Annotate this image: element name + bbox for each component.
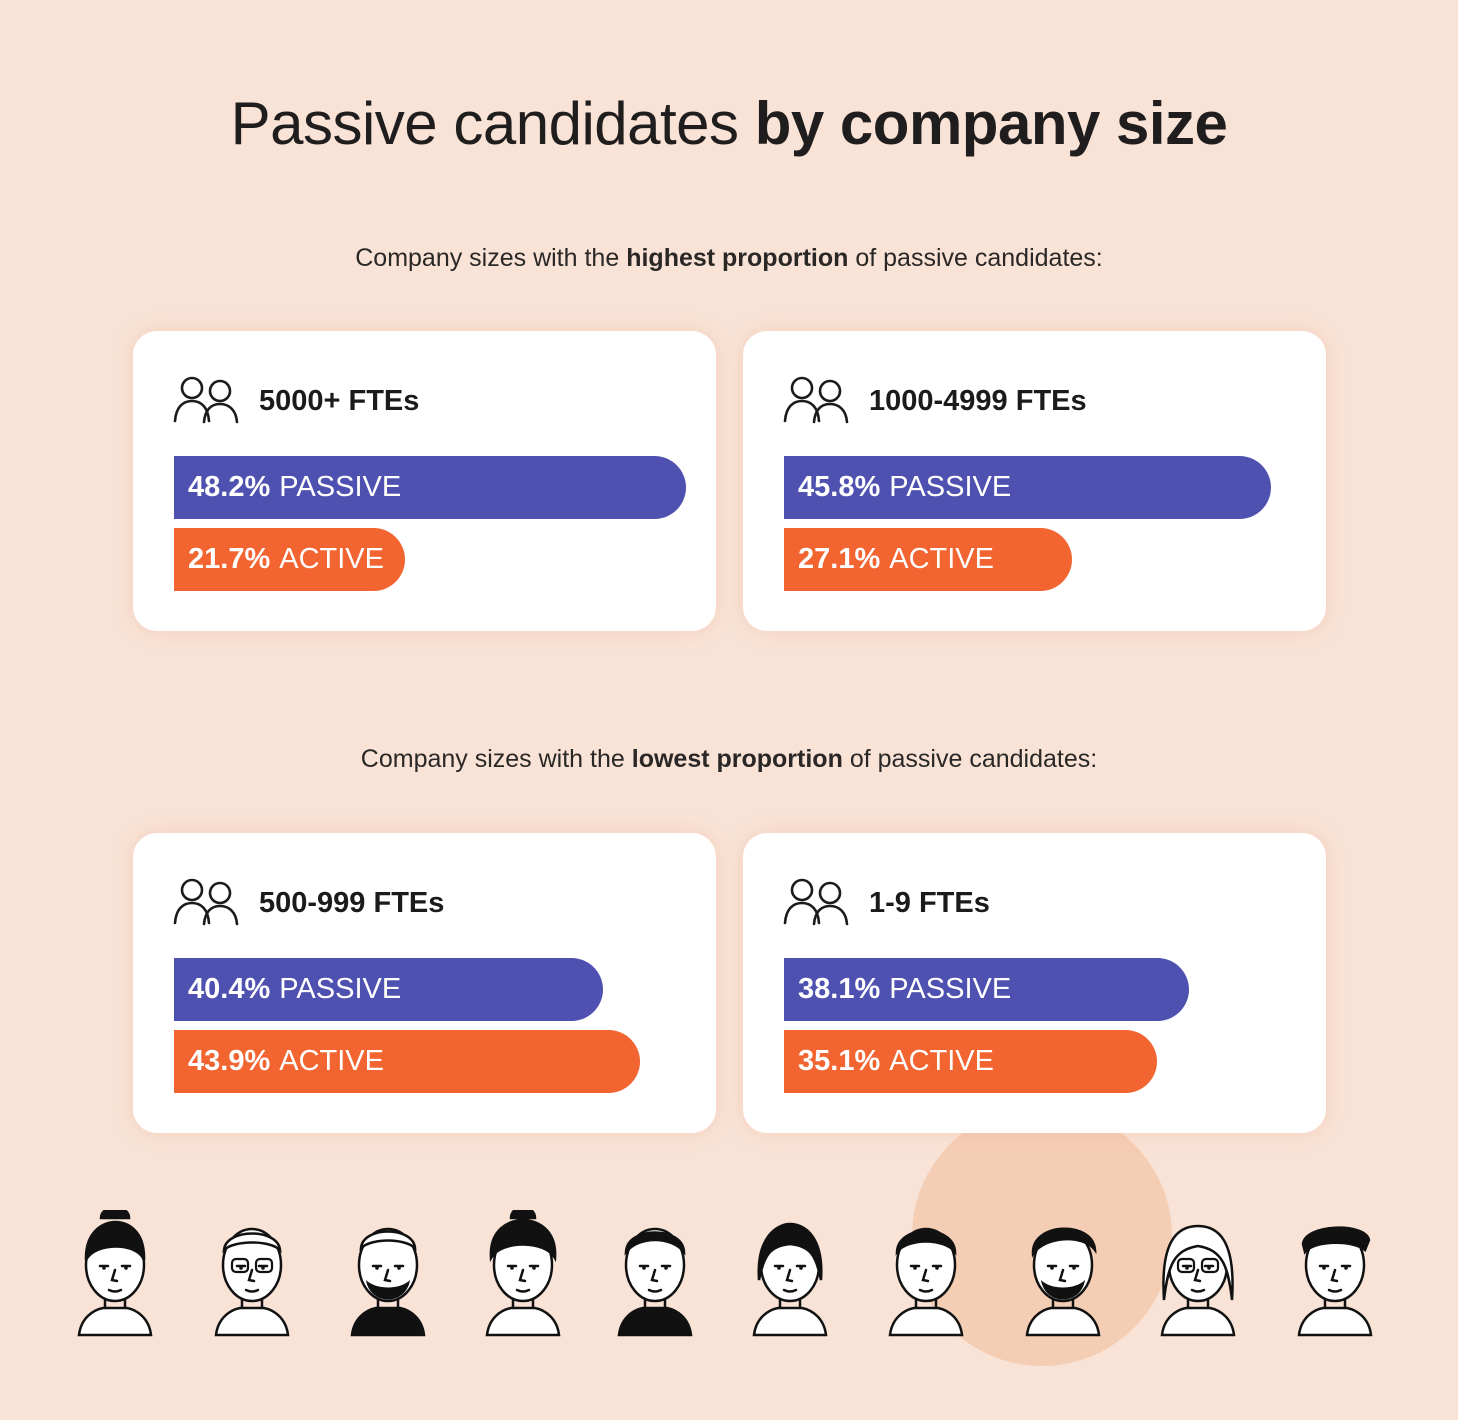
bar-category-label: ACTIVE [889, 543, 994, 575]
title-regular: Passive candidates [230, 90, 739, 157]
bar-passive: 48.2% PASSIVE [174, 456, 686, 519]
section-bold: highest proportion [626, 244, 849, 272]
page-title: Passive candidates by company size [0, 88, 1458, 160]
woman-bun-face [77, 1210, 153, 1337]
bar-category-label: ACTIVE [279, 1045, 384, 1077]
section-heading-highest: Company sizes with the highest proportio… [0, 242, 1458, 274]
card-title: 5000+ FTEs [259, 384, 420, 417]
card-title: 1000-4999 FTEs [869, 384, 1087, 417]
bar-category-label: PASSIVE [279, 973, 402, 1005]
bar-active: 21.7% ACTIVE [174, 528, 405, 591]
company-size-card: 5000+ FTEs 48.2% PASSIVE 21.7% ACTIVE [133, 331, 716, 631]
section-suffix: of passive candidates: [849, 745, 1098, 773]
bar-passive: 45.8% PASSIVE [784, 456, 1271, 519]
bar-value-label: 21.7% [188, 543, 271, 575]
people-icon [783, 374, 851, 429]
card-title: 1-9 FTEs [869, 886, 990, 919]
bar-value-label: 45.8% [798, 471, 881, 503]
bar-passive: 38.1% PASSIVE [784, 958, 1189, 1021]
card-header: 1000-4999 FTEs [783, 371, 1087, 431]
people-icon [173, 876, 241, 931]
bar-passive: 40.4% PASSIVE [174, 958, 603, 1021]
man-glasses-face [214, 1227, 290, 1337]
section-suffix: of passive candidates: [855, 244, 1103, 272]
cap-man-face [1297, 1226, 1373, 1337]
section-prefix: Company sizes with the [355, 244, 620, 272]
bar-value-label: 38.1% [798, 973, 881, 1005]
card-header: 5000+ FTEs [173, 371, 419, 431]
bar-value-label: 48.2% [188, 471, 271, 503]
bar-category-label: PASSIVE [889, 471, 1012, 503]
buzzcut-beard-face [350, 1227, 426, 1337]
company-size-card: 1-9 FTEs 38.1% PASSIVE 35.1% ACTIVE [743, 833, 1326, 1133]
card-header: 500-999 FTEs [173, 873, 444, 933]
bar-active: 43.9% ACTIVE [174, 1030, 640, 1093]
headband-girl-face [752, 1222, 828, 1337]
bar-category-label: PASSIVE [889, 973, 1012, 1005]
bar-category-label: ACTIVE [889, 1045, 994, 1077]
people-icon [173, 374, 241, 429]
bar-value-label: 27.1% [798, 543, 881, 575]
title-bold: by company size [754, 90, 1228, 157]
curly-hair-earrings-face [485, 1210, 561, 1337]
bar-category-label: PASSIVE [279, 471, 402, 503]
beard-man-face [1025, 1227, 1101, 1337]
glasses-curly-face [1160, 1224, 1236, 1337]
bar-category-label: ACTIVE [279, 543, 384, 575]
people-icon [783, 876, 851, 931]
company-size-card: 1000-4999 FTEs 45.8% PASSIVE 27.1% ACTIVE [743, 331, 1326, 631]
card-header: 1-9 FTEs [783, 873, 990, 933]
section-bold: lowest proportion [631, 745, 843, 773]
section-heading-lowest: Company sizes with the lowest proportion… [0, 743, 1458, 775]
card-title: 500-999 FTEs [259, 886, 445, 919]
section-prefix: Company sizes with the [360, 745, 625, 773]
company-size-card: 500-999 FTEs 40.4% PASSIVE 43.9% ACTIVE [133, 833, 716, 1133]
bar-value-label: 35.1% [798, 1045, 881, 1077]
shaved-head-face [617, 1227, 693, 1337]
bar-active: 27.1% ACTIVE [784, 528, 1072, 591]
bar-value-label: 40.4% [188, 973, 271, 1005]
bar-active: 35.1% ACTIVE [784, 1030, 1157, 1093]
faces-illustration [77, 1210, 1373, 1337]
short-hair-face [888, 1227, 964, 1337]
bar-value-label: 43.9% [188, 1045, 271, 1077]
